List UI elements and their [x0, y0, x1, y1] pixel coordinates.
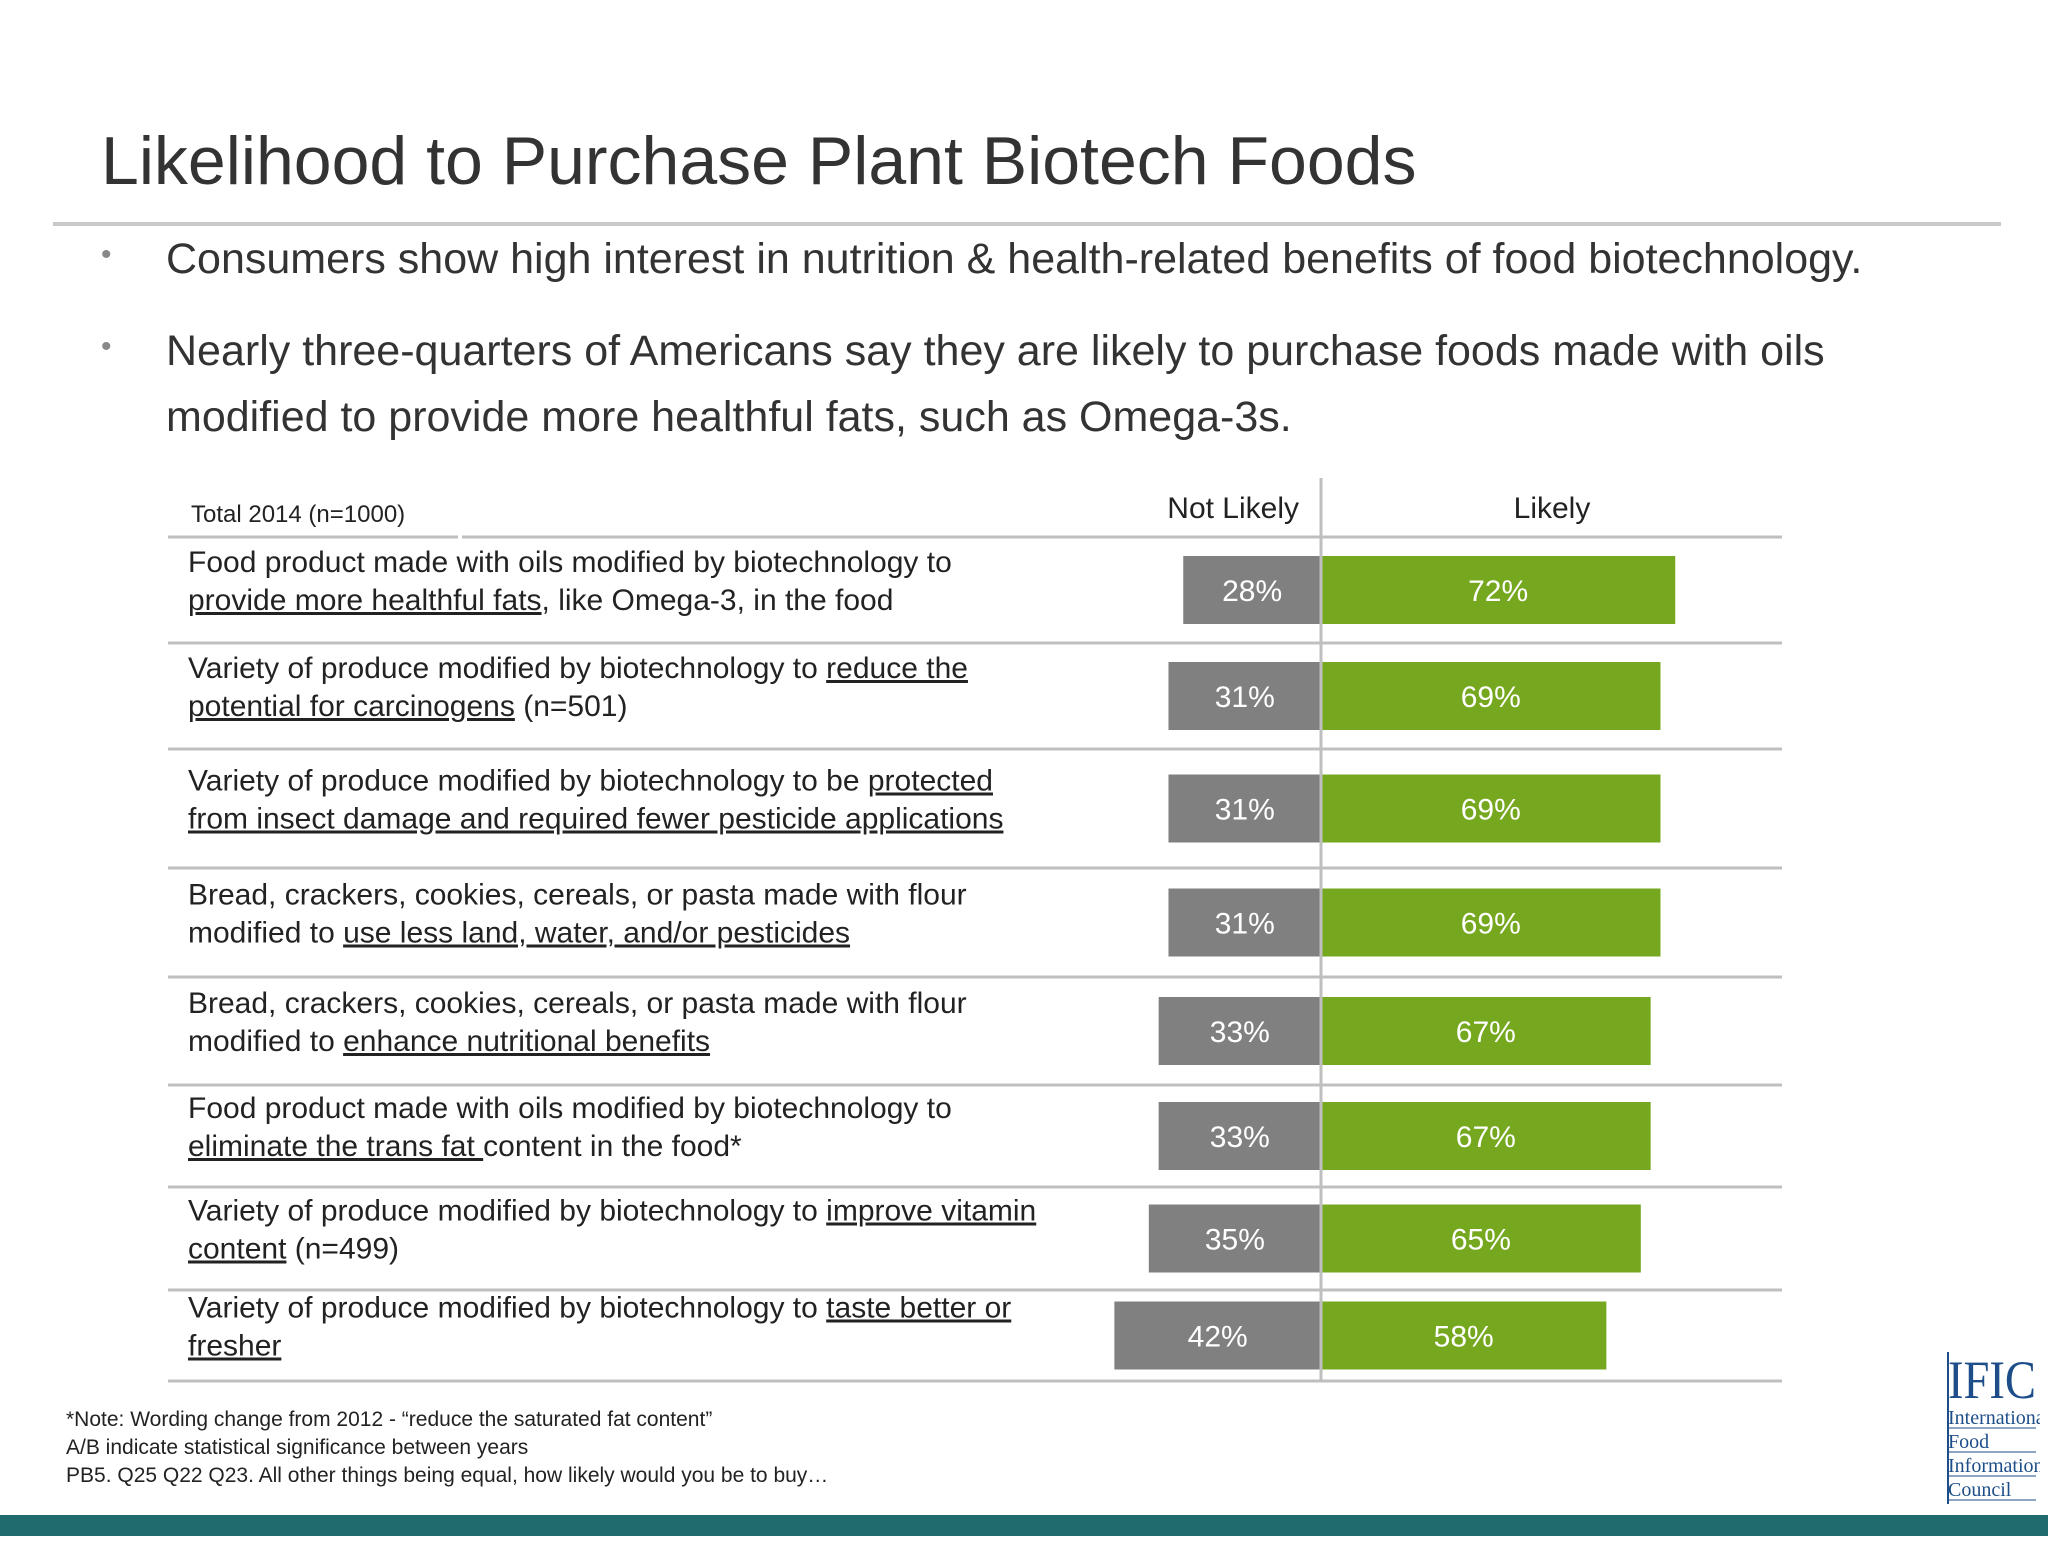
bullet-1-line-1: Consumers show high interest in nutritio… [166, 235, 1863, 283]
slide-title: Likelihood to Purchase Plant Biotech Foo… [101, 123, 1417, 199]
bar-not-likely [1158, 1102, 1321, 1170]
data-label-not-likely: 35% [1205, 1224, 1265, 1257]
category-label: content (n=499) [188, 1233, 399, 1266]
bar-not-likely [1148, 1204, 1321, 1273]
ific-logo-line: International [1948, 1407, 2040, 1429]
category-label: modified to enhance nutritional benefits [188, 1025, 710, 1058]
data-label-not-likely: 42% [1188, 1321, 1248, 1354]
bar-not-likely [1168, 662, 1321, 730]
footnote-wording-change: *Note: Wording change from 2012 - “reduc… [66, 1408, 713, 1431]
bar-likely [1321, 888, 1661, 957]
ific-logo-mark: IFIC [1948, 1350, 2036, 1410]
category-label: Food product made with oils modified by … [188, 1092, 952, 1125]
data-label-not-likely: 31% [1215, 681, 1275, 714]
category-label: potential for carcinogens (n=501) [188, 690, 627, 723]
data-label-likely: 65% [1451, 1224, 1511, 1257]
category-label: modified to use less land, water, and/or… [188, 917, 850, 950]
bullet-2-line-1: Nearly three-quarters of Americans say t… [166, 327, 1825, 375]
bar-likely [1321, 1301, 1607, 1370]
footer-bar [0, 1515, 2048, 1536]
data-label-not-likely: 28% [1222, 575, 1282, 608]
bar-likely [1321, 774, 1661, 843]
category-label: Variety of produce modified by biotechno… [188, 765, 993, 798]
bar-likely [1321, 1102, 1651, 1170]
sample-size-label: Total 2014 (n=1000) [191, 501, 405, 528]
column-header-likely: Likely [1514, 492, 1591, 525]
bar-not-likely [1158, 997, 1321, 1065]
bar-not-likely [1168, 888, 1321, 957]
title-divider [53, 222, 2001, 226]
ific-logo-line: Council [1948, 1479, 2012, 1501]
data-label-likely: 72% [1468, 575, 1528, 608]
category-label: Food product made with oils modified by … [188, 546, 952, 579]
ific-logo-line: Food [1948, 1431, 1989, 1453]
category-label: Bread, crackers, cookies, cereals, or pa… [188, 879, 967, 912]
bar-likely [1321, 997, 1651, 1065]
data-label-likely: 67% [1456, 1016, 1516, 1049]
data-label-likely: 69% [1461, 794, 1521, 827]
bar-not-likely [1114, 1301, 1321, 1370]
category-label: provide more healthful fats, like Omega-… [188, 584, 893, 617]
ific-logo-line: Information [1948, 1455, 2040, 1477]
data-label-not-likely: 31% [1215, 908, 1275, 941]
data-label-likely: 67% [1456, 1121, 1516, 1154]
footnote-significance: A/B indicate statistical significance be… [66, 1436, 529, 1459]
footnote-question: PB5. Q25 Q22 Q23. All other things being… [66, 1464, 829, 1487]
data-label-likely: 69% [1461, 908, 1521, 941]
category-label: Variety of produce modified by biotechno… [188, 1195, 1036, 1228]
data-label-likely: 69% [1461, 681, 1521, 714]
category-label: eliminate the trans fat content in the f… [188, 1130, 742, 1163]
category-label: Bread, crackers, cookies, cereals, or pa… [188, 987, 967, 1020]
bullet-dot: • [101, 238, 112, 271]
bar-likely [1321, 662, 1661, 730]
data-label-likely: 58% [1434, 1321, 1494, 1354]
bullet-2-line-2: modified to provide more healthful fats,… [166, 393, 1292, 441]
bar-likely [1321, 1204, 1641, 1273]
data-label-not-likely: 33% [1210, 1121, 1270, 1154]
bullet-2: Nearly three-quarters of Americans say t… [166, 318, 2048, 450]
category-label: Variety of produce modified by biotechno… [188, 652, 968, 685]
bar-likely [1321, 556, 1676, 624]
column-header-not-likely: Not Likely [1167, 492, 1299, 525]
bullet-1: Consumers show high interest in nutritio… [166, 226, 2048, 292]
data-label-not-likely: 33% [1210, 1016, 1270, 1049]
category-label: fresher [188, 1330, 281, 1363]
bar-not-likely [1168, 774, 1321, 843]
data-label-not-likely: 31% [1215, 794, 1275, 827]
category-label: from insect damage and required fewer pe… [188, 803, 1003, 836]
bar-not-likely [1183, 556, 1321, 624]
bullet-dot: • [101, 330, 112, 363]
category-label: Variety of produce modified by biotechno… [188, 1292, 1011, 1325]
